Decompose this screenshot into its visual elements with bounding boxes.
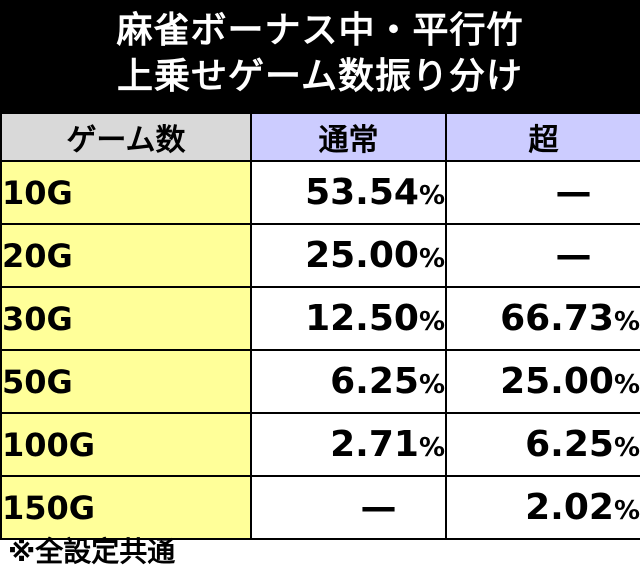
cell-normal: 6.25% [250,349,447,414]
row-label: 100G [0,412,252,477]
super-value: — [555,235,592,276]
percent-sign: % [613,370,640,400]
super-value: 66.73 [500,298,614,339]
super-value: 25.00 [500,361,614,402]
row-label: 30G [0,286,252,351]
table-header-row: ゲーム数 通常 超 [0,112,640,162]
table-row: 50G 6.25% 25.00% [0,349,640,414]
title-line-2: 上乗せゲーム数振り分け [117,56,523,97]
cell-super: 6.25% [445,412,640,477]
table-row: 100G 2.71% 6.25% [0,412,640,477]
header-normal: 通常 [250,112,447,162]
title-line-1: 麻雀ボーナス中・平行竹 [116,10,524,51]
header-super: 超 [445,112,640,162]
percent-sign: % [613,433,640,463]
percent-sign: % [418,370,445,400]
normal-value: 25.00 [305,235,419,276]
percent-sign: % [418,433,445,463]
cell-super: 25.00% [445,349,640,414]
super-value: — [555,172,592,213]
distribution-table: ゲーム数 通常 超 10G 53.54% —20G 25.00% —30G 12.50% 6… [0,112,640,540]
super-value: 2.02 [525,487,614,528]
row-label: 10G [0,160,252,225]
cell-normal: — [250,475,447,540]
normal-value: — [360,487,397,528]
normal-value: 12.50 [305,298,419,339]
table-row: 10G 53.54% — [0,160,640,225]
cell-normal: 12.50% [250,286,447,351]
cell-super: — [445,160,640,225]
page-title: 麻雀ボーナス中・平行竹 上乗せゲーム数振り分け [0,0,640,112]
cell-super: — [445,223,640,288]
normal-value: 53.54 [305,172,419,213]
super-value: 6.25 [525,424,614,465]
row-label: 20G [0,223,252,288]
normal-value: 2.71 [330,424,419,465]
cell-super: 2.02% [445,475,640,540]
header-game-count: ゲーム数 [0,112,252,162]
footnote: ※全設定共通 [8,535,176,568]
table-row: 20G 25.00% — [0,223,640,288]
row-label: 50G [0,349,252,414]
cell-normal: 53.54% [250,160,447,225]
percent-sign: % [613,307,640,337]
table-row: 150G — 2.02% [0,475,640,540]
percent-sign: % [613,496,640,526]
cell-super: 66.73% [445,286,640,351]
cell-normal: 25.00% [250,223,447,288]
percent-sign: % [418,244,445,274]
percent-sign: % [418,181,445,211]
table-row: 30G 12.50% 66.73% [0,286,640,351]
normal-value: 6.25 [330,361,419,402]
percent-sign: % [418,307,445,337]
row-label: 150G [0,475,252,540]
cell-normal: 2.71% [250,412,447,477]
